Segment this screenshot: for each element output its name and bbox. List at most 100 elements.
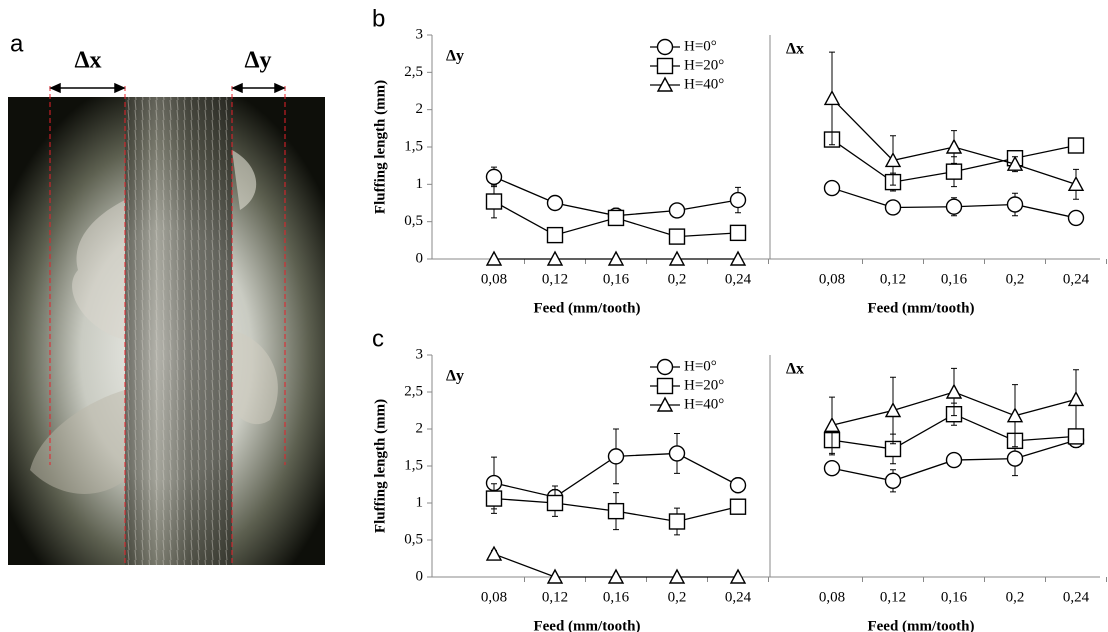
data-point	[607, 250, 625, 266]
data-point	[1006, 196, 1024, 213]
legend-label: H=40°	[684, 76, 724, 92]
data-point	[668, 513, 686, 530]
x-axis-label: Feed (mm/tooth)	[533, 300, 640, 316]
x-tick-label: 0,12	[542, 589, 568, 605]
subplot-title: Δx	[786, 361, 804, 378]
data-point	[485, 250, 503, 266]
x-tick-label: 0,08	[481, 271, 507, 287]
dx-label: Δx	[74, 48, 101, 74]
data-point	[607, 209, 625, 227]
data-point	[546, 568, 564, 584]
data-point	[945, 163, 963, 180]
data-point	[945, 383, 963, 399]
y-tick-label: 0,5	[404, 213, 423, 229]
data-point	[1006, 407, 1024, 423]
legend-marker	[656, 76, 674, 92]
data-point	[607, 502, 625, 520]
legend-marker	[656, 377, 674, 395]
y-tick-label: 1,5	[404, 138, 423, 154]
x-tick-label: 0,24	[725, 271, 752, 287]
subplot-title: Δx	[786, 41, 804, 58]
data-point	[945, 451, 963, 469]
legend-label: H=20°	[684, 57, 724, 73]
x-tick-label: 0,16	[603, 589, 630, 605]
data-point	[945, 198, 963, 215]
legend-marker	[656, 57, 674, 75]
legend-marker	[656, 396, 674, 412]
x-tick-label: 0,12	[542, 271, 568, 287]
data-point	[823, 179, 841, 197]
panel-label: b	[372, 5, 385, 32]
x-tick-label: 0,08	[819, 271, 845, 287]
y-tick-label: 1	[416, 176, 424, 192]
panel-label: c	[372, 325, 384, 352]
data-point	[668, 250, 686, 266]
x-tick-label: 0,2	[1006, 271, 1025, 287]
x-tick-label: 0,2	[668, 271, 687, 287]
data-point	[823, 416, 841, 432]
data-point	[884, 199, 902, 216]
x-tick-label: 0,16	[603, 271, 630, 287]
x-tick-label: 0,08	[481, 589, 507, 605]
data-point	[823, 89, 841, 106]
data-point	[1067, 428, 1085, 445]
data-point	[1067, 175, 1085, 192]
data-point	[729, 477, 747, 494]
y-tick-label: 0,5	[404, 531, 423, 547]
x-tick-label: 0,24	[1063, 271, 1090, 287]
data-point	[884, 472, 902, 489]
data-point	[729, 224, 747, 242]
x-tick-label: 0,24	[725, 589, 752, 605]
data-point	[729, 191, 747, 209]
x-tick-label: 0,08	[819, 589, 845, 605]
data-point	[668, 445, 686, 462]
y-tick-label: 3	[416, 26, 424, 42]
data-point	[485, 545, 503, 561]
x-tick-label: 0,24	[1063, 589, 1090, 605]
y-tick-label: 2,5	[404, 383, 423, 399]
data-point	[607, 568, 625, 584]
data-point	[546, 250, 564, 266]
x-tick-label: 0,16	[941, 271, 968, 287]
data-point	[668, 228, 686, 245]
legend-label: H=40°	[684, 396, 724, 412]
data-point	[485, 490, 503, 507]
data-point	[729, 568, 747, 584]
y-tick-label: 1	[416, 494, 424, 510]
data-point	[1067, 390, 1085, 407]
legend-marker	[656, 38, 674, 56]
data-point	[485, 168, 503, 186]
data-point	[1067, 209, 1085, 227]
panel-label: a	[10, 30, 24, 57]
data-point	[668, 202, 686, 219]
legend-label: H=0°	[684, 38, 717, 54]
y-tick-label: 2,5	[404, 64, 423, 80]
data-point	[546, 494, 564, 512]
x-tick-label: 0,2	[668, 589, 687, 605]
legend-marker	[656, 358, 674, 376]
x-tick-label: 0,2	[1006, 589, 1025, 605]
data-point	[607, 448, 625, 465]
subplot-title: Δy	[446, 48, 464, 65]
data-point	[546, 194, 564, 212]
data-point	[668, 568, 686, 584]
data-point	[729, 498, 747, 515]
x-tick-label: 0,16	[941, 589, 968, 605]
dy-label: Δy	[244, 48, 271, 74]
data-point	[884, 151, 902, 168]
x-axis-label: Feed (mm/tooth)	[867, 618, 974, 632]
data-point	[485, 193, 503, 210]
legend-label: H=20°	[684, 377, 724, 393]
x-tick-label: 0,12	[880, 271, 906, 287]
subplot-title: Δy	[446, 368, 464, 385]
data-point	[1006, 155, 1024, 171]
y-axis-label: Fluffing length (mm)	[372, 80, 388, 214]
y-tick-label: 2	[416, 101, 424, 117]
data-point	[546, 226, 564, 244]
y-tick-label: 2	[416, 420, 424, 436]
legend-label: H=0°	[684, 358, 717, 374]
y-tick-label: 0	[416, 568, 424, 584]
x-axis-label: Feed (mm/tooth)	[867, 300, 974, 316]
